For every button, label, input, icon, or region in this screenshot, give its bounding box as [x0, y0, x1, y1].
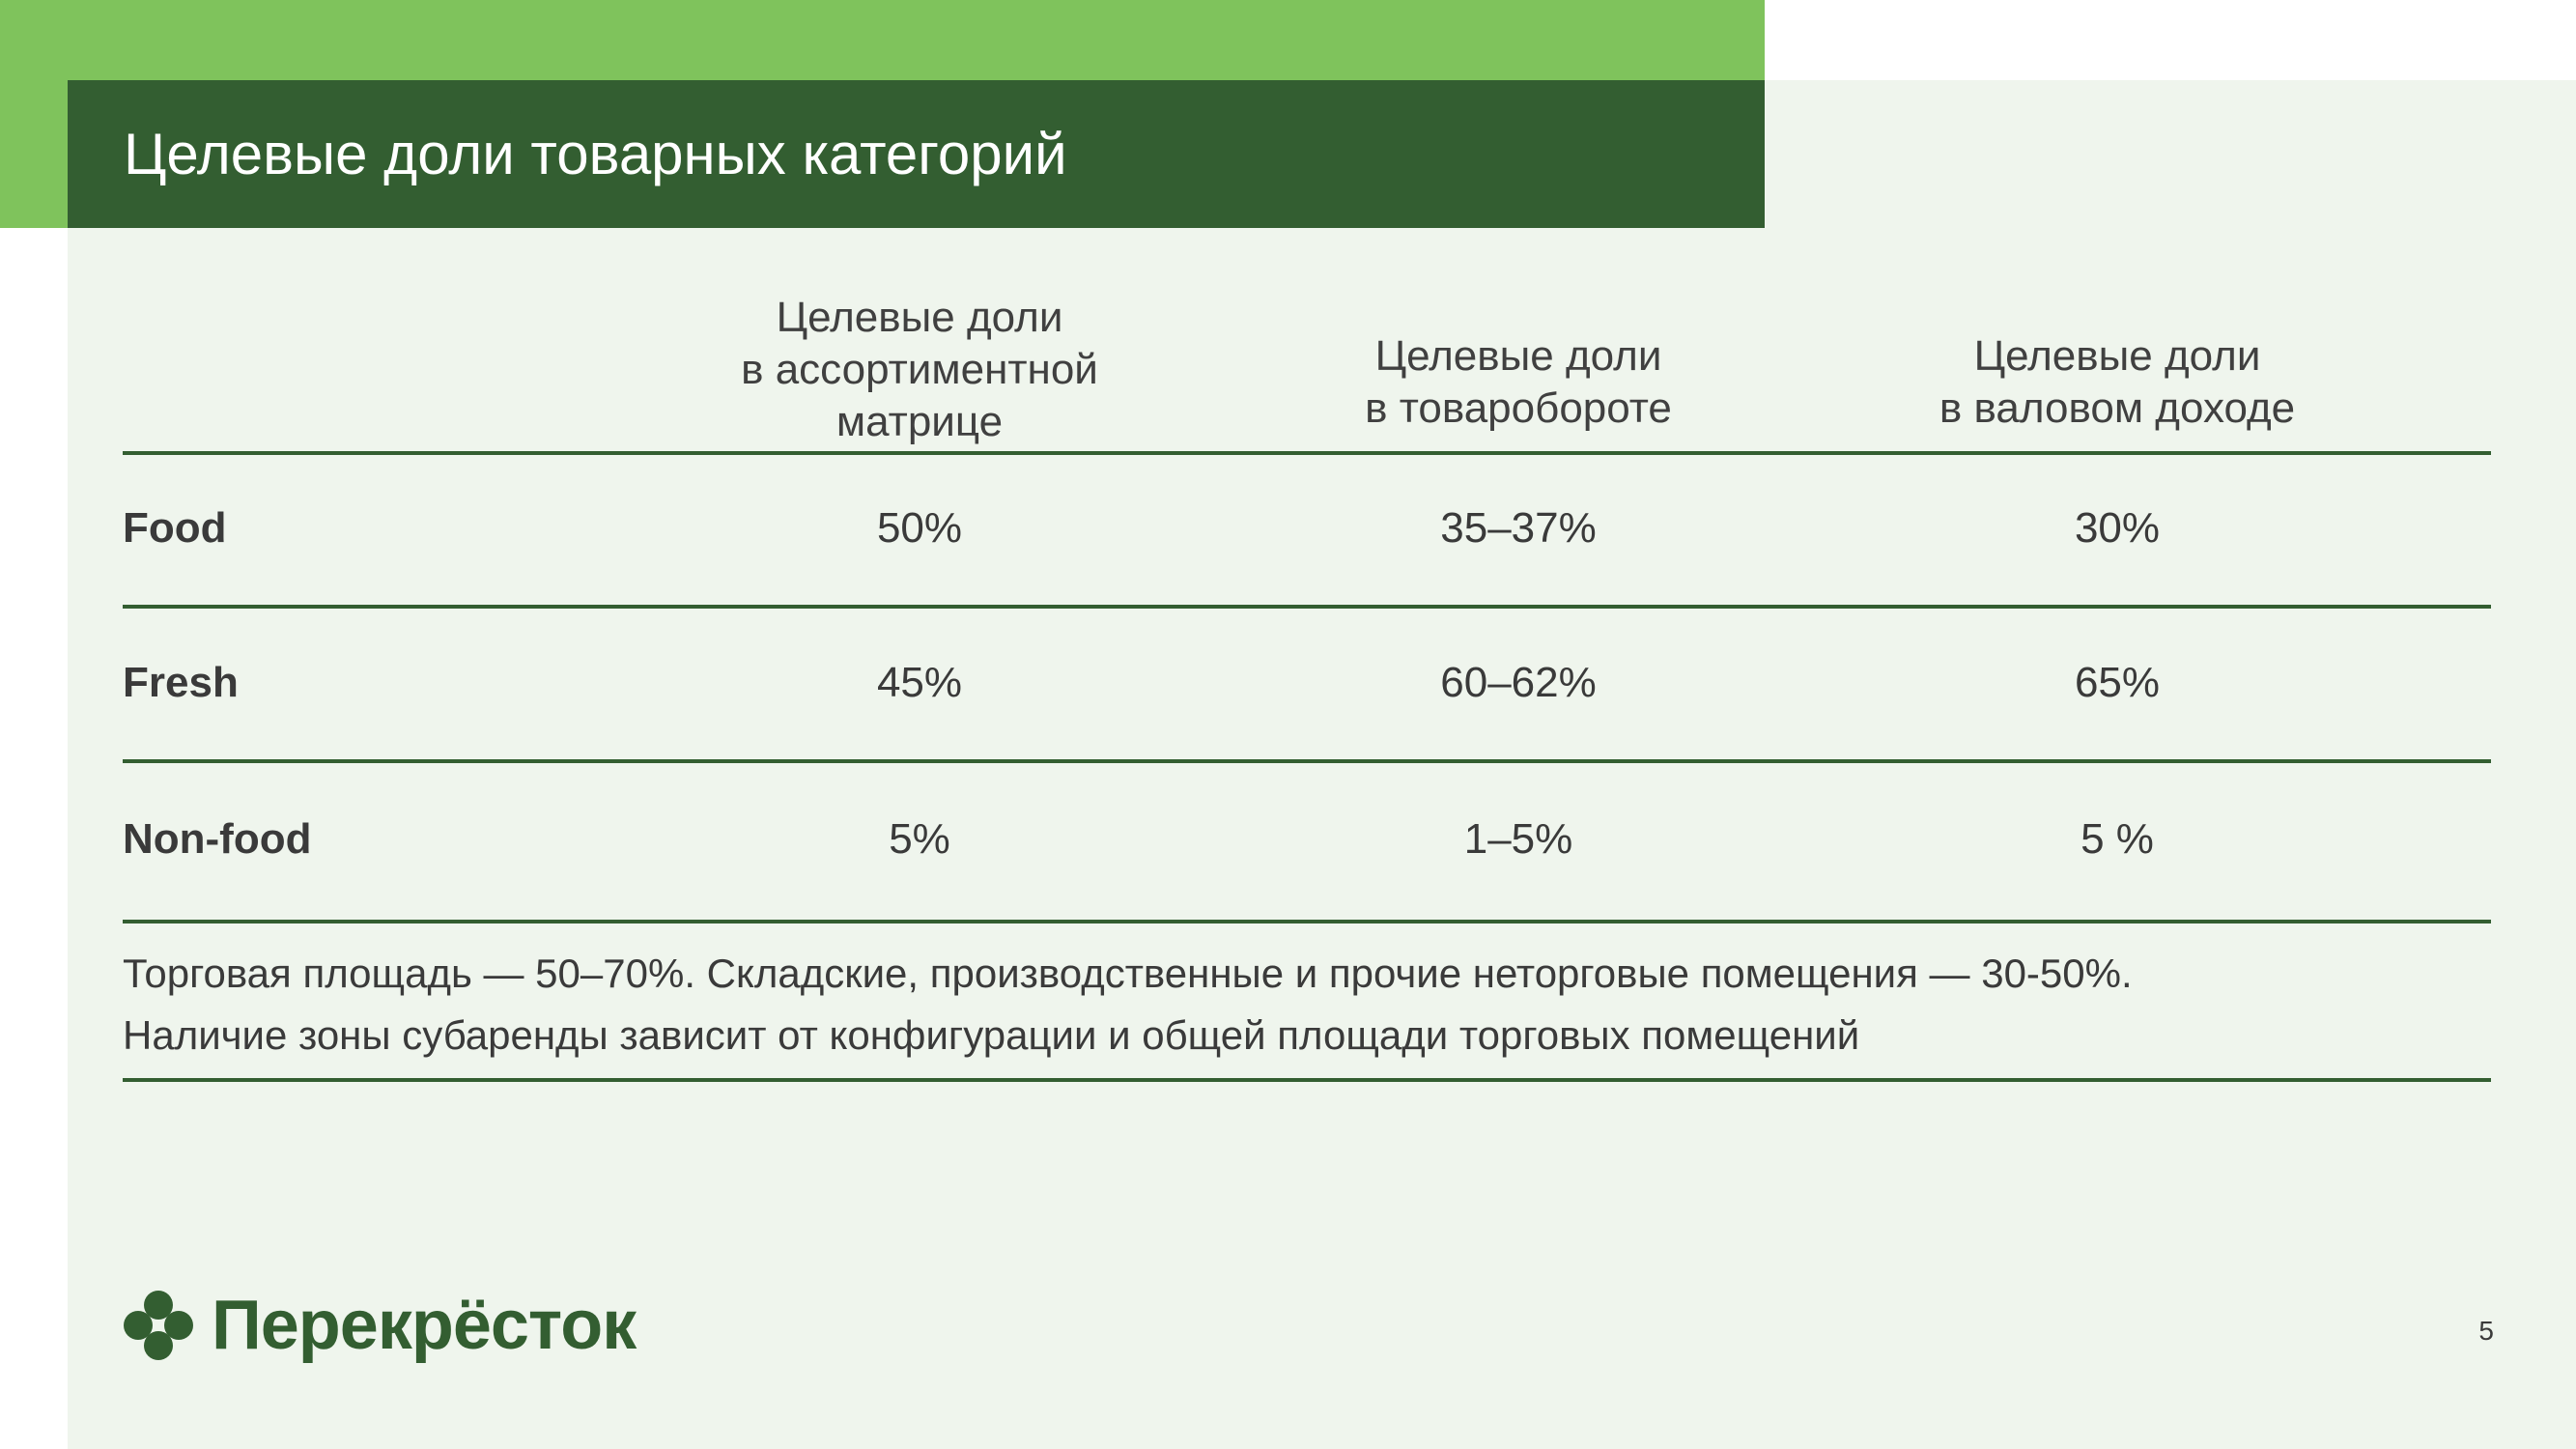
table-cell: 30% [2074, 504, 2161, 552]
row-label-fresh: Fresh [123, 659, 239, 706]
table-divider [123, 1078, 2491, 1082]
table-cell: 50% [876, 504, 963, 552]
table-divider [123, 605, 2491, 609]
table-cell: 35–37% [1440, 504, 1597, 552]
table-cell: 5 % [2081, 815, 2154, 863]
page-number: 5 [2478, 1316, 2494, 1346]
column-header-assortment: Целевые доли в ассортиментной матрице [741, 294, 1098, 445]
table-divider [123, 920, 2491, 923]
brand-name: Перекрёсток [212, 1287, 637, 1364]
column-header-turnover: Целевые доли в товаробороте [1365, 332, 1672, 432]
table-cell: 5% [889, 815, 950, 863]
clover-logo-icon [124, 1291, 193, 1360]
table-divider [123, 451, 2491, 455]
note-line: Торговая площадь — 50–70%. Складские, пр… [123, 951, 2133, 996]
row-label-food: Food [123, 504, 227, 552]
table-cell: 1–5% [1463, 815, 1573, 863]
table-divider [123, 759, 2491, 763]
table-cell: 45% [876, 659, 963, 706]
content-panel [68, 80, 2576, 1449]
column-header-gross-income: Целевые доли в валовом доходе [1939, 332, 2296, 432]
brand-logo: Перекрёсток [123, 1287, 637, 1364]
table-cell: 65% [2074, 659, 2161, 706]
note-line: Наличие зоны субаренды зависит от конфиг… [123, 1012, 1860, 1058]
slide-title: Целевые доли товарных категорий [68, 80, 1765, 228]
row-label-non-food: Non-food [123, 815, 312, 863]
table-cell: 60–62% [1440, 659, 1597, 706]
